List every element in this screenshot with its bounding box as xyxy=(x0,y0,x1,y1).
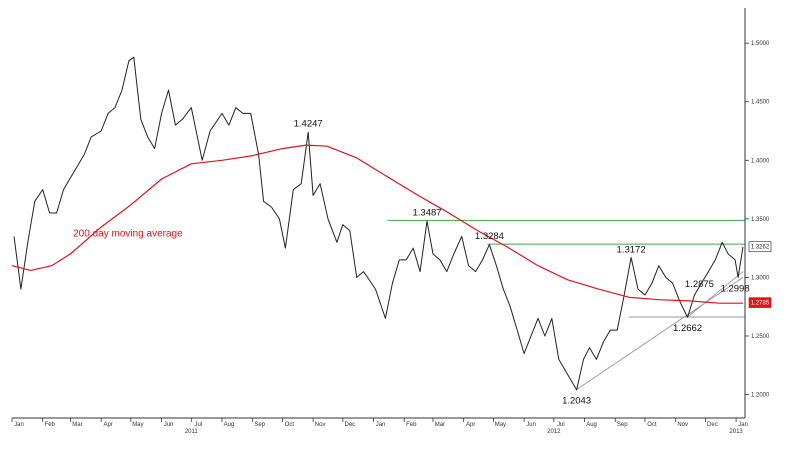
moving-average-badge-text: 1.2785 xyxy=(751,301,770,307)
x-tick-label: Dec xyxy=(707,422,718,428)
x-tick-label: Dec xyxy=(345,422,356,428)
annotation-label: 1.3487 xyxy=(413,207,442,218)
moving-average-badge xyxy=(748,297,772,308)
last-price-badge-text: 1.3262 xyxy=(751,245,770,251)
trend-lines xyxy=(576,271,744,390)
x-tick-label: Apr xyxy=(103,422,112,428)
x-tick-label: May xyxy=(132,422,143,428)
x-tick-label: Sep xyxy=(254,422,265,428)
x-tick-label: Jan xyxy=(738,422,748,428)
annotation-label: 1.3284 xyxy=(475,231,504,242)
moving-average-line xyxy=(11,144,743,304)
x-tick-label: Aug xyxy=(586,422,597,428)
y-tick-label: 1.3000 xyxy=(751,275,770,281)
last-price-badge xyxy=(748,241,772,253)
axes: 1.2000 1.2500 1.3000 1.3500 1.4000 1.4500 1.50… xyxy=(11,8,770,435)
x-tick-label: Jan xyxy=(14,422,24,428)
trend-line xyxy=(576,277,744,390)
x-tick-label: Oct xyxy=(647,422,657,428)
x-tick-label: Sep xyxy=(617,422,628,428)
x-tick-label: May xyxy=(495,422,506,428)
x-tick-label: Jun xyxy=(164,422,174,428)
x-tick-label: Feb xyxy=(406,422,417,428)
x-tick-label: Jan xyxy=(376,422,386,428)
trend-line xyxy=(687,271,744,318)
x-tick-label: Oct xyxy=(285,422,295,428)
x-tick-label: Nov xyxy=(315,422,326,428)
annotation-label: 1.2875 xyxy=(685,279,714,290)
annotations: 1.4247 1.3487 1.3284 1.3172 1.2875 1.2998 1.26… xyxy=(294,118,750,406)
y-tick-label: 1.2500 xyxy=(751,334,770,340)
y-tick-label: 1.5000 xyxy=(751,41,770,47)
price-series-line xyxy=(13,56,744,391)
x-tick-label: Mar xyxy=(435,422,445,428)
x-year-label: 2011 xyxy=(185,429,199,435)
annotation-label: 1.3172 xyxy=(617,244,646,255)
annotation-label: 1.4247 xyxy=(294,118,323,129)
x-tick-label: Nov xyxy=(677,422,688,428)
moving-average-label: 200 day moving average xyxy=(73,228,183,239)
annotation-label: 1.2043 xyxy=(562,396,591,407)
x-year-label: 2012 xyxy=(547,429,561,435)
x-year-label: 2013 xyxy=(729,429,743,435)
y-tick-label: 1.3500 xyxy=(751,217,770,223)
x-tick-label: Jul xyxy=(557,422,565,428)
x-tick-label: Aug xyxy=(224,422,235,428)
x-tick-label: Feb xyxy=(45,422,56,428)
y-tick-label: 1.2000 xyxy=(751,393,770,399)
series-group xyxy=(11,56,744,391)
x-tick-label: Jun xyxy=(526,422,536,428)
annotation-label: 1.2998 xyxy=(721,284,750,295)
x-tick-label: Mar xyxy=(72,422,82,428)
annotation-label: 1.2662 xyxy=(673,323,702,334)
x-tick-label: Apr xyxy=(466,422,475,428)
x-tick-label: Jul xyxy=(194,422,202,428)
y-tick-label: 1.4500 xyxy=(751,100,770,106)
y-tick-label: 1.4000 xyxy=(751,158,770,164)
price-badges: 1.3262 1.2785 xyxy=(748,241,772,308)
